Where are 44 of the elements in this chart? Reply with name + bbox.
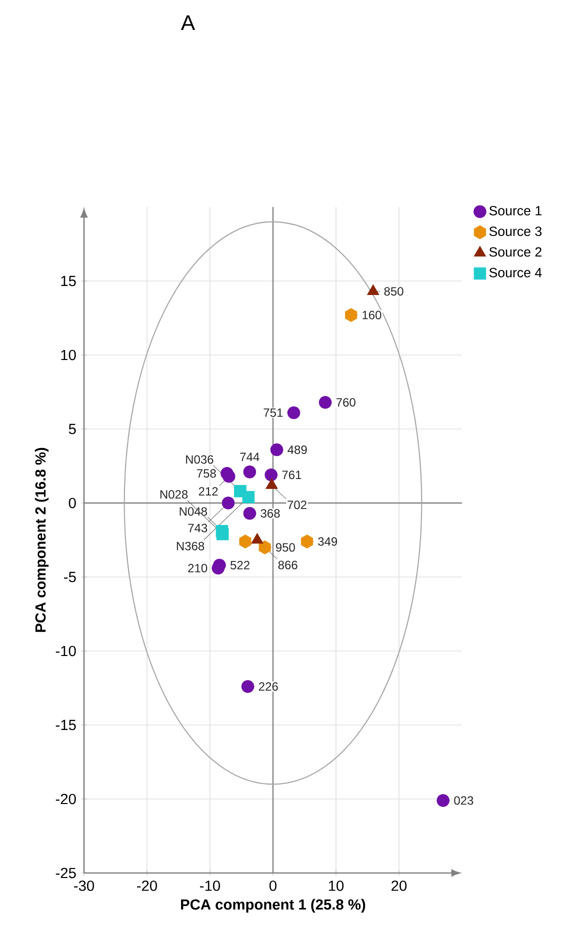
annotation: 210 xyxy=(188,564,208,572)
annotation: 751 xyxy=(264,408,283,417)
legend-label: Source 1 xyxy=(489,206,542,216)
annotation: 760 xyxy=(336,398,356,407)
x-tick-label: 10 xyxy=(328,880,344,891)
annotation: 368 xyxy=(260,509,280,518)
annotation: N368 xyxy=(176,542,204,550)
x-tick-label: -20 xyxy=(137,880,158,891)
y-tick-label: 0 xyxy=(68,498,76,508)
annotation: 850 xyxy=(384,287,404,296)
y-tick-label: -25 xyxy=(56,868,76,878)
annotation: 489 xyxy=(288,445,307,454)
annotation: 522 xyxy=(230,560,250,570)
y-tick-label: 10 xyxy=(61,350,76,360)
annotation: 023 xyxy=(454,796,474,805)
y-tick-label: -15 xyxy=(56,720,76,730)
annotation: 761 xyxy=(282,470,302,480)
y-tick-label: -20 xyxy=(56,794,76,804)
x-tick-label: 20 xyxy=(392,880,407,891)
annotation: N036 xyxy=(186,455,214,464)
chart-title: A xyxy=(180,15,196,30)
annotation: 349 xyxy=(318,537,338,546)
annotation: 160 xyxy=(362,310,382,320)
annotation: 743 xyxy=(188,524,208,532)
annotation: 212 xyxy=(198,487,218,496)
annotation: 950 xyxy=(276,543,295,552)
annotation: N028 xyxy=(160,490,188,499)
x-tick-label: -30 xyxy=(74,880,94,891)
x-axis-title: PCA component 1 (25.8 %) xyxy=(181,898,366,913)
x-tick-label: 0 xyxy=(269,880,276,891)
annotation: 226 xyxy=(258,682,278,691)
y-tick-label: 5 xyxy=(68,424,76,434)
legend-label: Source 4 xyxy=(489,268,542,278)
x-tick-label: -10 xyxy=(200,880,220,891)
legend-label: Source 3 xyxy=(489,226,542,236)
annotation: 744 xyxy=(240,452,260,462)
legend-label: Source 2 xyxy=(489,247,542,257)
annotation: 758 xyxy=(197,469,216,478)
annotation: 702 xyxy=(288,500,306,510)
y-tick-label: -5 xyxy=(64,572,76,582)
y-tick-label: -10 xyxy=(56,646,76,656)
y-axis-title: PCA component 2 (16.8 %) xyxy=(34,448,49,632)
annotation: 866 xyxy=(278,560,298,570)
y-tick-label: 15 xyxy=(61,276,76,286)
